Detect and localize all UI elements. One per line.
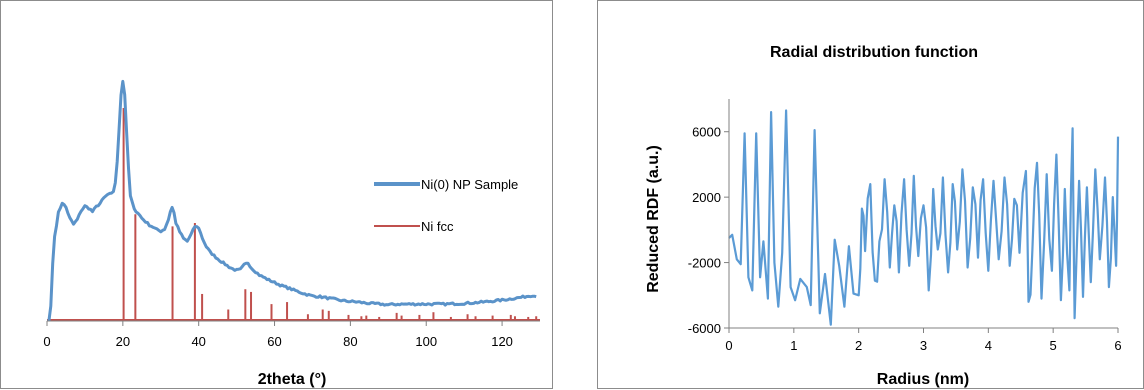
sample-curve xyxy=(47,79,537,322)
x-tick-label: 0 xyxy=(43,334,50,349)
x-tick-label: 0 xyxy=(725,338,732,353)
y-tick-label: -2000 xyxy=(688,256,721,271)
x-tick-label: 40 xyxy=(191,334,205,349)
x-axis-title: 2theta (°) xyxy=(258,371,327,388)
x-tick-label: 2 xyxy=(855,338,862,353)
rdf-chart: Radial distribution function Reduced RDF… xyxy=(645,44,1122,388)
x-tick-label: 1 xyxy=(790,338,797,353)
rdf-chart-panel: Radial distribution function Reduced RDF… xyxy=(597,0,1144,389)
legend: Ni(0) NP Sample Ni fcc xyxy=(374,177,518,234)
x-tick-label: 100 xyxy=(415,334,437,349)
x-tick-label: 120 xyxy=(491,334,513,349)
x-tick-label: 3 xyxy=(920,338,927,353)
legend-label-sample: Ni(0) NP Sample xyxy=(421,177,518,192)
x-tick-label: 5 xyxy=(1050,338,1057,353)
rdf-ticks: -6000 -2000 2000 6000 0 1 2 3 4 5 6 xyxy=(688,99,1122,353)
y-axis-title: Reduced RDF (a.u.) xyxy=(645,145,662,293)
xrd-chart-panel: 0 20 40 60 80 100 120 2theta (°) Ni(0) NP Samp… xyxy=(0,0,553,389)
xrd-plot-area xyxy=(47,79,540,322)
x-tick-label: 20 xyxy=(116,334,130,349)
xrd-chart: 0 20 40 60 80 100 120 2theta (°) Ni(0) NP Samp… xyxy=(43,79,540,388)
rdf-plot-area xyxy=(728,109,1120,326)
y-tick-label: 2000 xyxy=(692,190,721,205)
x-tick-label: 80 xyxy=(343,334,357,349)
x-tick-label: 4 xyxy=(985,338,992,353)
legend-label-fcc: Ni fcc xyxy=(421,219,454,234)
xrd-x-ticks: 0 20 40 60 80 100 120 xyxy=(43,320,540,349)
x-tick-label: 6 xyxy=(1114,338,1121,353)
rdf-curve xyxy=(728,109,1120,326)
x-axis-title: Radius (nm) xyxy=(877,371,969,388)
y-tick-label: -6000 xyxy=(688,321,721,336)
y-tick-label: 6000 xyxy=(692,125,721,140)
chart-title: Radial distribution function xyxy=(770,44,978,61)
x-tick-label: 60 xyxy=(267,334,281,349)
